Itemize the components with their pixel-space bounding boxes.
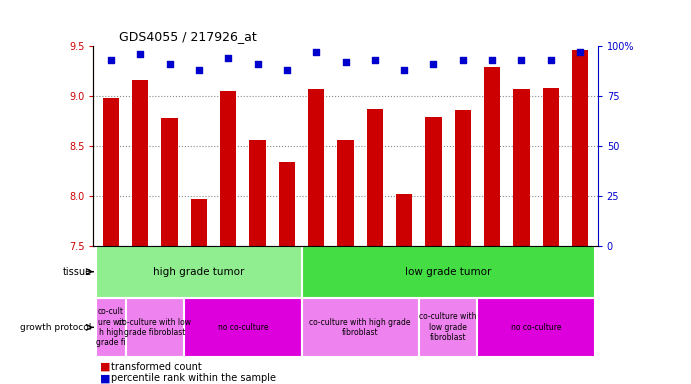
Text: transformed count: transformed count [111, 362, 201, 372]
Point [193, 67, 205, 73]
Text: co-culture with low
grade fibroblast: co-culture with low grade fibroblast [118, 318, 191, 337]
Point [545, 57, 556, 63]
Bar [419, 298, 477, 357]
Bar [126, 298, 184, 357]
Bar [132, 80, 149, 246]
Point [399, 67, 410, 73]
Point [281, 67, 292, 73]
Text: ■: ■ [100, 362, 111, 372]
Text: GDS4055 / 217926_at: GDS4055 / 217926_at [119, 30, 256, 43]
Bar [191, 199, 207, 246]
Text: growth protocol: growth protocol [21, 323, 92, 332]
Bar [396, 194, 413, 246]
Text: percentile rank within the sample: percentile rank within the sample [111, 373, 276, 383]
Text: co-culture with high grade
fibroblast: co-culture with high grade fibroblast [310, 318, 411, 337]
Text: co-culture with
low grade
fibroblast: co-culture with low grade fibroblast [419, 313, 477, 342]
Point [516, 57, 527, 63]
Text: low grade tumor: low grade tumor [405, 266, 491, 277]
Bar [301, 246, 595, 298]
Bar [426, 117, 442, 246]
Bar [184, 298, 301, 357]
Bar [308, 89, 324, 246]
Bar [103, 98, 119, 246]
Bar [513, 89, 529, 246]
Bar [96, 246, 301, 298]
Bar [337, 140, 354, 246]
Point [252, 61, 263, 67]
Bar [484, 67, 500, 246]
Point [486, 57, 498, 63]
Point [105, 57, 116, 63]
Bar [278, 162, 295, 246]
Text: co-cult
ure wit
h high
grade fi: co-cult ure wit h high grade fi [96, 307, 126, 348]
Bar [477, 298, 595, 357]
Point [457, 57, 468, 63]
Bar [220, 91, 236, 246]
Text: tissue: tissue [63, 266, 92, 277]
Point [575, 49, 586, 55]
Bar [367, 109, 383, 246]
Text: ■: ■ [100, 373, 111, 383]
Text: high grade tumor: high grade tumor [153, 266, 245, 277]
Bar [96, 298, 126, 357]
Bar [162, 118, 178, 246]
Text: no co-culture: no co-culture [511, 323, 561, 332]
Bar [301, 298, 419, 357]
Point [340, 59, 351, 65]
Point [369, 57, 380, 63]
Bar [455, 110, 471, 246]
Text: no co-culture: no co-culture [218, 323, 268, 332]
Point [164, 61, 175, 67]
Bar [542, 88, 559, 246]
Bar [572, 50, 588, 246]
Point [135, 51, 146, 57]
Point [428, 61, 439, 67]
Point [311, 49, 322, 55]
Point [223, 55, 234, 61]
Bar [249, 140, 265, 246]
